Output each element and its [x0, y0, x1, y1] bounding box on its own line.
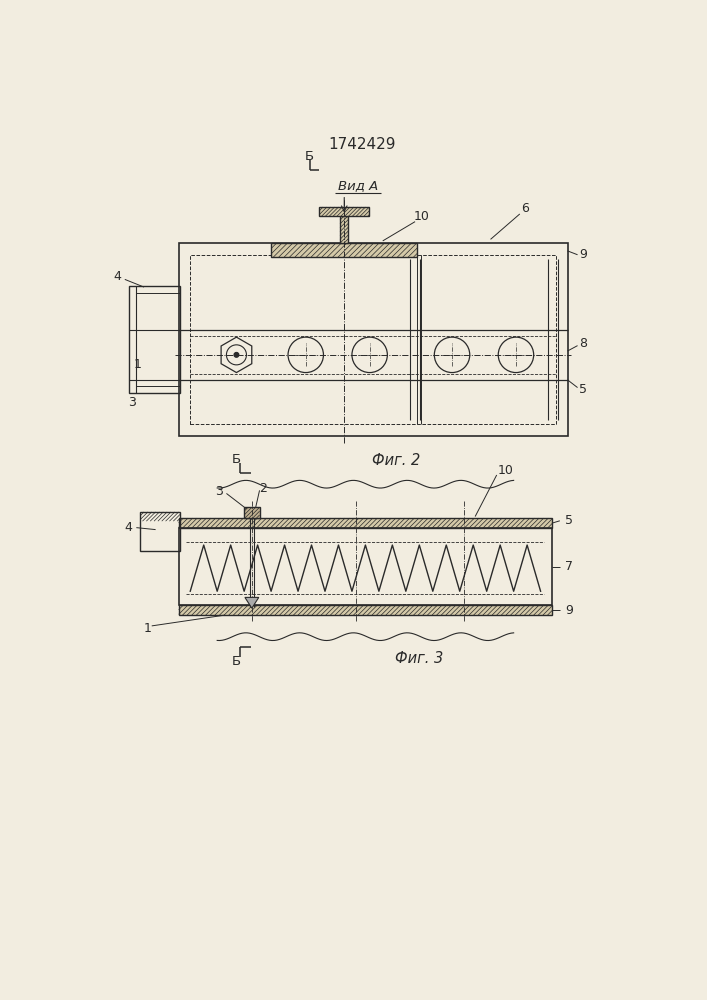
Text: 2: 2	[259, 482, 267, 495]
Text: Фиг. 3: Фиг. 3	[395, 651, 443, 666]
Text: 1742429: 1742429	[328, 137, 396, 152]
Text: 10: 10	[414, 210, 429, 223]
Bar	[320, 207, 369, 216]
Text: 5: 5	[579, 383, 587, 396]
Bar	[140, 512, 180, 551]
Text: Вид А: Вид А	[338, 179, 378, 192]
Text: 10: 10	[498, 464, 514, 477]
Text: Б: Б	[232, 453, 241, 466]
Text: 9: 9	[579, 248, 587, 261]
Text: 9: 9	[565, 604, 573, 617]
Text: Б: Б	[305, 150, 314, 163]
Bar	[340, 216, 349, 243]
Bar	[179, 243, 568, 436]
Text: 5: 5	[565, 514, 573, 527]
Text: 4: 4	[113, 270, 121, 283]
Bar	[129, 286, 180, 393]
Text: 6: 6	[521, 202, 529, 215]
Polygon shape	[245, 597, 259, 608]
Bar	[190, 255, 556, 424]
Text: 1: 1	[144, 622, 152, 635]
Text: Б: Б	[232, 655, 241, 668]
Text: 4: 4	[124, 521, 133, 534]
Text: Фиг. 2: Фиг. 2	[372, 453, 421, 468]
Text: 3: 3	[216, 485, 223, 498]
Bar	[179, 528, 552, 605]
Bar	[271, 243, 417, 257]
Text: 8: 8	[579, 337, 587, 350]
Bar	[244, 507, 259, 518]
Bar	[179, 605, 552, 615]
Text: 1: 1	[134, 358, 142, 371]
Text: 7: 7	[565, 560, 573, 573]
Circle shape	[234, 353, 239, 357]
Text: 3: 3	[129, 396, 136, 409]
Bar	[179, 518, 552, 528]
